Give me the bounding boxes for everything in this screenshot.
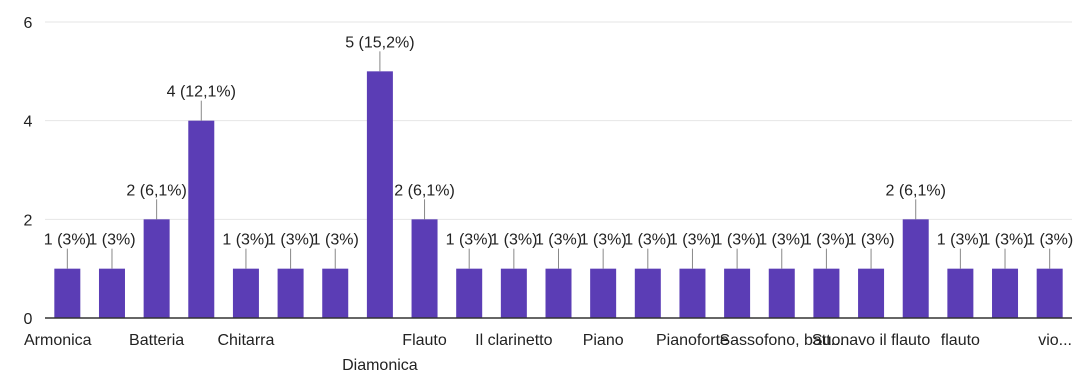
data-label: 1 (3%) xyxy=(580,232,627,249)
x-category-label: Pianoforte xyxy=(656,332,729,349)
data-label: 1 (3%) xyxy=(803,232,850,249)
bar xyxy=(679,268,706,318)
y-tick-label: 2 xyxy=(24,212,33,229)
bar xyxy=(634,268,661,318)
x-axis-labels: Armonica Batteria Chitarra Diamonica Flauto I… xyxy=(24,332,1072,374)
data-label: 2 (6,1%) xyxy=(394,182,454,199)
bar xyxy=(98,268,125,318)
bar xyxy=(456,268,483,318)
label-leader-lines xyxy=(66,51,1051,269)
data-label: 2 (6,1%) xyxy=(126,182,186,199)
x-category-label: Sassofono, batt... xyxy=(719,332,844,349)
data-label: 1 (3%) xyxy=(267,232,314,249)
data-label: 1 (3%) xyxy=(758,232,805,249)
x-category-label: Batteria xyxy=(129,332,184,349)
data-labels: 1 (3%)1 (3%)2 (6,1%)4 (12,1%)1 (3%)1 (3%… xyxy=(44,34,1073,248)
y-tick-label: 4 xyxy=(24,114,33,131)
y-tick-label: 6 xyxy=(24,15,33,32)
bar xyxy=(992,268,1019,318)
data-label: 4 (12,1%) xyxy=(167,84,236,101)
x-category-label: Flauto xyxy=(402,332,447,349)
data-label: 1 (3%) xyxy=(535,232,582,249)
data-label: 1 (3%) xyxy=(312,232,359,249)
x-category-label: flauto xyxy=(941,332,980,349)
bars xyxy=(54,71,1063,319)
bar xyxy=(947,268,974,318)
bar xyxy=(902,219,929,318)
x-category-label: Armonica xyxy=(24,332,92,349)
grid-lines xyxy=(45,21,1072,220)
y-tick-label: 0 xyxy=(24,311,33,328)
bar xyxy=(232,268,259,318)
bar xyxy=(1036,268,1063,318)
data-label: 1 (3%) xyxy=(88,232,135,249)
data-label: 1 (3%) xyxy=(624,232,671,249)
x-category-label: Suonavo il flauto xyxy=(812,332,930,349)
bar xyxy=(188,120,215,319)
bar xyxy=(724,268,751,318)
data-label: 1 (3%) xyxy=(446,232,493,249)
data-label: 1 (3%) xyxy=(44,232,91,249)
data-label: 1 (3%) xyxy=(669,232,716,249)
x-category-label: Diamonica xyxy=(342,357,418,374)
bar xyxy=(143,219,170,318)
bar xyxy=(590,268,617,318)
bar xyxy=(322,268,349,318)
x-category-label: vio... xyxy=(1038,332,1072,349)
bar xyxy=(500,268,527,318)
bar xyxy=(545,268,572,318)
bar xyxy=(411,219,438,318)
x-category-label: Il clarinetto xyxy=(475,332,552,349)
bar xyxy=(813,268,840,318)
y-axis-ticks: 0 2 4 6 xyxy=(24,15,33,328)
data-label: 1 (3%) xyxy=(490,232,537,249)
data-label: 5 (15,2%) xyxy=(345,34,414,51)
bar xyxy=(54,268,81,318)
x-category-label: Chitarra xyxy=(217,332,274,349)
data-label: 2 (6,1%) xyxy=(885,182,945,199)
data-label: 1 (3%) xyxy=(714,232,761,249)
bar xyxy=(858,268,885,318)
bar xyxy=(366,71,393,318)
data-label: 1 (3%) xyxy=(222,232,269,249)
data-label: 1 (3%) xyxy=(937,232,984,249)
data-label: 1 (3%) xyxy=(1026,232,1073,249)
bar xyxy=(768,268,795,318)
data-label: 1 (3%) xyxy=(848,232,895,249)
data-label: 1 (3%) xyxy=(981,232,1028,249)
bar xyxy=(277,268,304,318)
x-category-label: Piano xyxy=(583,332,624,349)
